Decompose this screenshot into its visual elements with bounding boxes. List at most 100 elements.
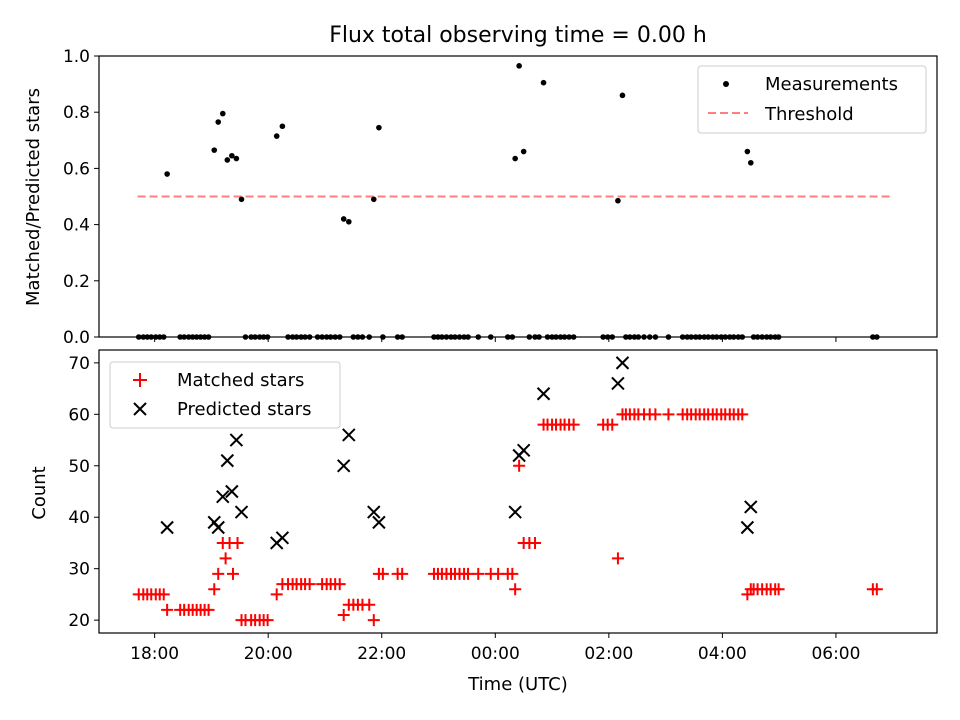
top-y-axis-label: Matched/Predicted stars xyxy=(23,88,44,306)
bottom-axes-frame xyxy=(98,349,938,634)
y-tick-label: 60 xyxy=(68,405,90,425)
predicted-star-point xyxy=(367,505,381,519)
matched-star-point xyxy=(333,578,346,591)
measurement-point xyxy=(211,147,218,153)
predicted-star-point xyxy=(220,453,235,468)
matched-star-point xyxy=(509,583,522,596)
x-tick-label: 02:00 xyxy=(584,644,633,664)
matched-star-point xyxy=(231,536,244,549)
predicted-star-point xyxy=(372,515,386,530)
top-legend-box xyxy=(697,65,927,134)
matched-star-point xyxy=(472,567,485,580)
matched-star-point xyxy=(606,418,619,431)
matched-star-point xyxy=(367,614,380,627)
measurement-point xyxy=(540,79,547,86)
predicted-star-point xyxy=(516,443,531,458)
measurement-point xyxy=(215,119,222,125)
matched-star-points xyxy=(132,408,883,627)
x-tick-label: 04:00 xyxy=(698,644,747,664)
predicted-star-point xyxy=(234,505,249,519)
legend-measurements-marker xyxy=(723,81,729,87)
matched-star-point xyxy=(649,408,662,421)
measurement-point xyxy=(376,124,382,131)
top-x-axis-ticks xyxy=(154,337,837,342)
matched-star-point xyxy=(611,552,624,565)
top-legend: Measurements Threshold xyxy=(697,65,927,134)
matched-star-point xyxy=(337,608,350,621)
measurement-point xyxy=(164,171,170,177)
predicted-star-point xyxy=(216,489,230,504)
top-axes-frame xyxy=(98,55,938,338)
matched-star-point xyxy=(567,418,580,431)
legend-predicted-label: Predicted stars xyxy=(177,399,311,420)
matched-star-point xyxy=(261,614,274,627)
measurement-point xyxy=(340,216,347,222)
bottom-y-axis-ticks: 20 30 40 50 60 70 xyxy=(68,354,99,631)
measurement-point xyxy=(273,133,280,139)
x-tick-label: 06:00 xyxy=(811,644,860,664)
matched-star-point xyxy=(506,567,519,580)
measurement-point xyxy=(516,63,522,69)
measurement-point xyxy=(615,197,621,204)
legend-matched-label: Matched stars xyxy=(177,370,304,391)
y-tick-label: 0.2 xyxy=(63,272,90,292)
matched-star-point xyxy=(513,459,526,472)
top-y-axis-ticks: 0.0 0.2 0.4 0.6 0.8 1.0 xyxy=(63,47,99,348)
predicted-star-point xyxy=(615,356,630,370)
y-tick-label: 0.0 xyxy=(63,328,90,348)
measurement-point xyxy=(520,148,527,155)
chart-title: Flux total observing time = 0.00 h xyxy=(329,23,707,48)
legend-predicted-marker xyxy=(133,402,147,416)
y-tick-label: 20 xyxy=(68,611,90,631)
predicted-star-point xyxy=(160,520,174,535)
matched-star-point xyxy=(462,567,475,580)
matched-star-point xyxy=(529,536,542,549)
matched-star-point xyxy=(161,603,174,616)
matched-star-point xyxy=(662,408,675,421)
measurement-point xyxy=(224,157,231,163)
measurement-point xyxy=(279,123,286,130)
matched-star-point xyxy=(870,583,883,596)
y-tick-label: 50 xyxy=(68,457,90,477)
x-tick-label: 18:00 xyxy=(130,644,179,664)
matched-star-point xyxy=(157,588,170,601)
measurement-point xyxy=(229,152,235,159)
predicted-star-point xyxy=(275,531,290,545)
legend-threshold-label: Threshold xyxy=(764,104,854,125)
predicted-star-point xyxy=(508,505,522,519)
y-tick-label: 1.0 xyxy=(63,47,90,67)
y-tick-label: 0.8 xyxy=(63,103,90,123)
matched-star-point xyxy=(303,578,316,591)
measurement-point xyxy=(233,155,240,162)
predicted-star-point xyxy=(744,500,758,514)
measurement-point xyxy=(238,196,245,203)
bottom-y-axis-label: Count xyxy=(29,466,50,519)
predicted-star-point xyxy=(740,520,755,535)
matched-star-point xyxy=(270,588,283,601)
bottom-x-axis-ticks: 18:00 20:00 22:00 00:00 02:00 04:00 06:00 xyxy=(130,633,860,664)
matched-star-point xyxy=(736,408,749,421)
measurement-point xyxy=(747,159,754,166)
predicted-star-point xyxy=(342,428,356,442)
y-tick-label: 30 xyxy=(68,560,90,580)
matched-star-point xyxy=(376,567,389,580)
measurement-point xyxy=(744,148,751,155)
predicted-star-point xyxy=(211,520,225,535)
matched-star-point xyxy=(363,598,376,611)
measurement-point xyxy=(512,155,518,162)
bottom-legend-box xyxy=(109,361,341,429)
measurement-point xyxy=(370,196,377,203)
measurement-point xyxy=(619,92,626,99)
predicted-star-points xyxy=(160,356,758,550)
x-tick-label: 00:00 xyxy=(471,644,520,664)
matched-star-point xyxy=(202,603,215,616)
predicted-star-point xyxy=(336,459,351,473)
y-tick-label: 70 xyxy=(68,354,90,374)
measurement-point xyxy=(219,110,226,117)
y-tick-label: 40 xyxy=(68,508,90,528)
legend-matched-marker xyxy=(133,373,147,387)
predicted-star-point xyxy=(611,376,625,391)
predicted-star-point xyxy=(225,484,239,499)
y-tick-label: 0.6 xyxy=(63,159,90,179)
